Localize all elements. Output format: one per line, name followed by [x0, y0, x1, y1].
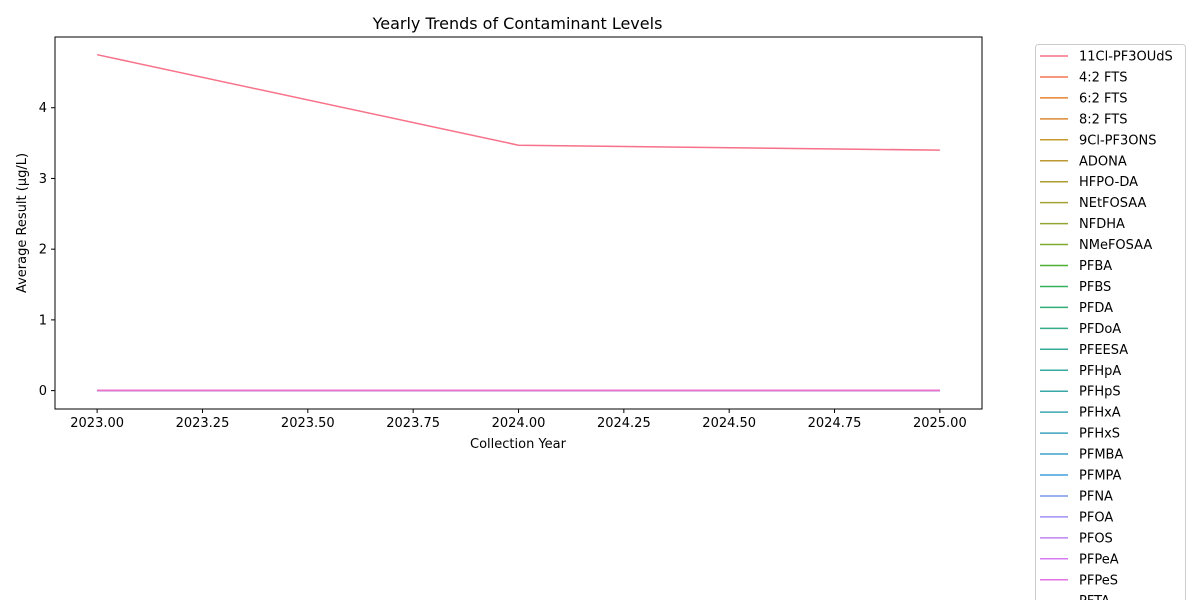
legend-label: NFDHA [1079, 217, 1125, 232]
x-tick-label: 2025.00 [913, 416, 967, 431]
legend-label: PFHxS [1079, 427, 1120, 442]
legend-label: PFMBA [1079, 448, 1123, 463]
series-line-0 [96, 53, 940, 151]
chart-title: Yearly Trends of Contaminant Levels [372, 14, 663, 33]
y-axis-label: Average Result (µg/L) [15, 153, 30, 293]
legend-label: PFMPA [1079, 469, 1122, 484]
legend-label: PFNA [1079, 489, 1113, 504]
series-layer [96, 53, 940, 392]
y-tick-label: 0 [39, 384, 47, 399]
x-tick-label: 2023.00 [70, 416, 124, 431]
legend-label: PFOS [1079, 531, 1113, 546]
y-tick-label: 1 [39, 313, 47, 328]
legend-label: PFHpS [1079, 385, 1121, 400]
legend-label: PFHpA [1079, 364, 1121, 379]
y-tick-label: 2 [39, 243, 47, 258]
legend-label: 8:2 FTS [1079, 112, 1128, 127]
y-axis: 0 1 2 3 4 [39, 101, 55, 399]
legend-label: PFOA [1079, 510, 1113, 525]
legend-label: 6:2 FTS [1079, 91, 1128, 106]
y-tick-label: 4 [39, 101, 47, 116]
legend-label: PFDoA [1079, 322, 1121, 337]
legend-label: PFTA [1079, 594, 1110, 600]
legend-label: HFPO-DA [1079, 175, 1138, 190]
legend-label: PFEESA [1079, 343, 1128, 358]
x-tick-label: 2024.50 [702, 416, 756, 431]
x-tick-label: 2024.75 [808, 416, 862, 431]
legend-label: 9Cl-PF3ONS [1079, 133, 1156, 148]
plot-frame [54, 36, 983, 410]
y-tick-label: 3 [39, 172, 47, 187]
x-axis: 2023.00 2023.25 2023.50 2023.75 2024.00 2024.… [70, 409, 967, 431]
x-tick-label: 2024.00 [492, 416, 546, 431]
legend: 11Cl-PF3OUdS 4:2 FTS 6:2 FTS 8:2 FTS 9Cl-PF3… [1035, 44, 1186, 604]
legend-label: PFDA [1079, 301, 1113, 316]
x-tick-label: 2023.50 [281, 416, 335, 431]
legend-label: PFHxA [1079, 406, 1121, 421]
x-axis-label: Collection Year [470, 437, 567, 452]
x-tick-label: 2023.75 [386, 416, 440, 431]
legend-label: PFBA [1079, 259, 1112, 274]
legend-label: 4:2 FTS [1079, 70, 1128, 85]
legend-label: PFPeS [1079, 573, 1118, 588]
x-tick-label: 2024.25 [597, 416, 651, 431]
legend-label: NMeFOSAA [1079, 238, 1152, 253]
legend-label: 11Cl-PF3OUdS [1079, 50, 1173, 65]
legend-label: NEtFOSAA [1079, 196, 1146, 211]
legend-label: PFPeA [1079, 552, 1119, 567]
legend-label: PFBS [1079, 280, 1111, 295]
legend-label: ADONA [1079, 154, 1127, 169]
legend-frame [1035, 44, 1186, 604]
x-tick-label: 2023.25 [176, 416, 230, 431]
